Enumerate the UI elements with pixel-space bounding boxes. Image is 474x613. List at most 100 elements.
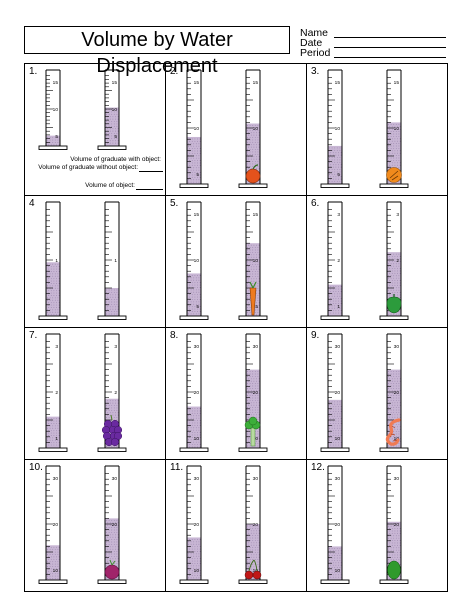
problem-cell: 9. 30 20 10 30 20 10 (307, 328, 447, 459)
problem-cell: 7.321321 (25, 328, 165, 459)
cylinder-pair: 30 20 10 30 20 10 (320, 333, 409, 452)
tick-label: 5 (55, 134, 58, 140)
cylinder-base (320, 183, 350, 188)
water-fill (328, 284, 342, 316)
tick-label: 10 (194, 126, 200, 132)
period-field[interactable]: Period (300, 47, 446, 59)
cylinder-without-object: 3 2 1 (38, 333, 68, 452)
grapes-icon (101, 414, 123, 447)
tick-label: 10 (253, 258, 259, 264)
water-fill (46, 545, 60, 580)
tick-label: 3 (337, 212, 340, 218)
tick-label: 15 (112, 80, 118, 86)
water-fill (46, 135, 60, 146)
tick-label: 20 (335, 522, 341, 528)
label-with-object: Volume of graduate with object: (70, 156, 161, 163)
problem-cell: 5. 15 10 5 15 10 5 (166, 196, 306, 327)
cylinder-base (379, 579, 409, 584)
cylinder-base (38, 579, 68, 584)
water-fill (46, 262, 60, 316)
water-texture (188, 138, 201, 183)
water-texture (247, 244, 260, 316)
cylinder-without-object: 30 20 10 (38, 465, 68, 584)
answer-line[interactable] (136, 189, 163, 190)
cylinder-base (97, 447, 127, 452)
water-fill (105, 518, 119, 580)
cylinder-base (320, 579, 350, 584)
tick-label: 2 (396, 258, 399, 264)
carrot-icon (249, 281, 257, 316)
name-field[interactable]: Name (300, 27, 446, 39)
date-field[interactable]: Date (300, 38, 446, 49)
cylinder-without-object: 30 20 10 (179, 465, 209, 584)
label-of-object: Volume of object: (85, 182, 135, 189)
problem-cell: 8. 30 20 10 30 20 10 (166, 328, 306, 459)
tick-label: 30 (194, 476, 200, 482)
cylinder-base (238, 579, 268, 584)
water-fill (46, 416, 60, 448)
period-label: Period (300, 47, 331, 59)
tick-label: 2 (114, 390, 117, 396)
broccoli-icon (244, 416, 261, 447)
tick-label: 20 (194, 522, 200, 528)
tick-label: 15 (53, 80, 59, 86)
cylinder-without-object: 15 10 5 (38, 69, 68, 150)
cylinder-without-object: 1 (38, 201, 68, 320)
problem-number: 6. (311, 198, 320, 209)
period-line (334, 57, 446, 58)
water-fill (246, 243, 260, 316)
cylinder-without-object: 3 2 1 (320, 201, 350, 320)
cylinder-base (38, 145, 68, 150)
tick-label: 15 (253, 80, 259, 86)
tick-label: 30 (194, 344, 200, 350)
tick-label: 15 (335, 80, 341, 86)
name-label: Name (300, 27, 329, 39)
cylinder-with-object: 1 (97, 201, 127, 320)
cylinder-pair: 30 20 10 30 20 10 (179, 465, 268, 584)
shrimp-icon (385, 418, 401, 446)
cylinder-base (179, 579, 209, 584)
water-fill (187, 537, 201, 580)
grid-divider (25, 327, 447, 328)
water-texture (329, 147, 342, 182)
tick-label: 30 (394, 476, 400, 482)
tick-label: 10 (394, 126, 400, 132)
tick-label: 20 (335, 390, 341, 396)
tick-label: 5 (196, 172, 199, 178)
tick-label: 15 (194, 80, 200, 86)
cylinder-base (97, 145, 127, 150)
tick-label: 20 (394, 522, 400, 528)
tick-label: 10 (335, 436, 341, 442)
label-without-object: Volume of graduate without object: (38, 164, 138, 171)
cylinder-base (238, 315, 268, 320)
bell-pepper-icon (386, 294, 402, 314)
lime-icon (387, 560, 401, 580)
grid-divider (25, 459, 447, 460)
tick-label: 30 (394, 344, 400, 350)
tick-label: 10 (194, 568, 200, 574)
tick-label: 2 (337, 258, 340, 264)
cylinder-without-object: 15 10 5 (179, 201, 209, 320)
problem-cell: 6.321321 (307, 196, 447, 327)
tick-label: 5 (196, 304, 199, 310)
tick-label: 15 (394, 80, 400, 86)
problem-number: 11. (170, 462, 184, 473)
water-texture (106, 289, 119, 315)
cylinder-pair: 321321 (320, 201, 409, 320)
tick-label: 20 (253, 390, 259, 396)
tick-label: 15 (194, 212, 200, 218)
water-texture (47, 418, 60, 446)
tick-label: 10 (194, 258, 200, 264)
tick-label: 5 (337, 172, 340, 178)
answer-line[interactable] (139, 171, 163, 172)
cherries-icon (244, 559, 262, 580)
grid-divider (25, 195, 447, 196)
